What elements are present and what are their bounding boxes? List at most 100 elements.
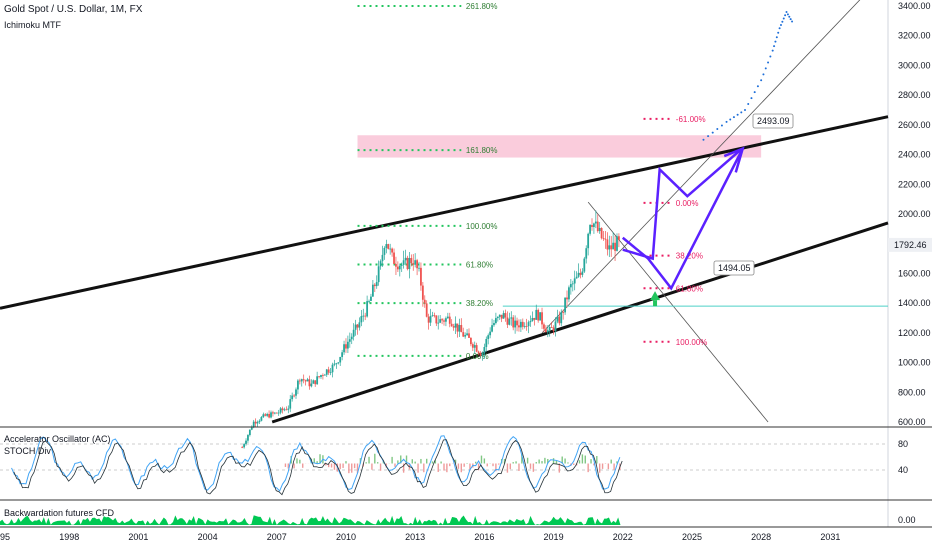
candle-body (581, 272, 583, 275)
forecast-dot (791, 20, 793, 22)
candle-body (257, 422, 259, 423)
forecast-dot (787, 13, 789, 15)
ac-histogram-bar (345, 461, 346, 463)
ac-histogram-bar (579, 460, 580, 463)
candle-body (512, 317, 514, 327)
candle-body (605, 239, 607, 240)
ac-histogram-bar (492, 464, 493, 467)
candle-body (539, 312, 541, 320)
candle-body (289, 399, 291, 408)
price-tick-label: 800.00 (898, 387, 926, 397)
candle-body (610, 245, 612, 249)
candle-body (485, 339, 487, 347)
ac-histogram-bar (331, 464, 332, 468)
ac-histogram-bar (553, 458, 554, 463)
ac-histogram-bar (541, 461, 542, 463)
candle-body (530, 321, 532, 322)
x-tick-label: 1998 (59, 532, 79, 542)
candle-body (464, 335, 466, 337)
candle-body (376, 282, 378, 286)
candle-body (608, 245, 610, 249)
ac-histogram-bar (463, 464, 464, 467)
candle-body (345, 344, 347, 348)
osc-tick-label: 40 (898, 465, 908, 475)
ac-histogram-bar (365, 462, 366, 463)
candle-body (335, 363, 337, 364)
candle-body (447, 317, 449, 319)
candle-body (482, 353, 484, 355)
ac-histogram-bar (518, 464, 519, 471)
forecast-dot (760, 79, 762, 81)
candle-body (266, 414, 268, 416)
candle-body (341, 352, 343, 357)
candle-body (597, 222, 599, 231)
ac-histogram-bar (426, 459, 427, 464)
candle-body (493, 323, 495, 325)
candle-body (435, 316, 437, 324)
projection-level-label: 100.00% (676, 338, 708, 347)
ac-histogram-bar (487, 464, 488, 467)
x-tick-label: 2031 (820, 532, 840, 542)
ac-histogram-bar (507, 464, 508, 473)
candle-body (276, 413, 278, 414)
candle-body (412, 263, 414, 265)
ac-histogram-bar (481, 456, 482, 464)
candle-body (489, 332, 491, 336)
target-low-label: 1494.05 (718, 263, 751, 273)
candle-body (362, 316, 364, 317)
forecast-dot (733, 116, 735, 118)
candle-body (393, 253, 395, 264)
fib-level-label: 261.80% (466, 2, 498, 11)
ac-histogram-bar (440, 462, 441, 464)
volume-label: Backwardation futures CFD (4, 508, 114, 518)
price-tick-label: 1200.00 (898, 328, 931, 338)
ac-histogram-bar (458, 464, 459, 469)
candle-body (301, 379, 303, 381)
candle-body (518, 325, 520, 327)
candle-body (324, 375, 326, 376)
candle-body (414, 260, 416, 264)
forecast-dot (780, 24, 782, 26)
x-tick-label: 2022 (613, 532, 633, 542)
forecast-dot (788, 16, 790, 18)
projection-level-label: 0.00% (676, 199, 699, 208)
candle-body (495, 318, 497, 323)
candle-body (514, 321, 516, 328)
candle-body (508, 319, 510, 325)
ac-histogram-bar (423, 464, 424, 473)
candle-body (587, 234, 589, 248)
candle-body (410, 258, 412, 263)
candle-body (303, 379, 305, 380)
candle-body (318, 376, 320, 377)
ac-histogram-bar (342, 464, 343, 468)
candle-body (551, 327, 553, 328)
ac-histogram-bar (446, 464, 447, 473)
candle-body (282, 408, 284, 410)
candle-body (520, 322, 522, 327)
candle-body (516, 321, 518, 326)
candle-body (424, 300, 426, 304)
candle-body (466, 333, 468, 335)
candle-body (307, 379, 309, 381)
candle-body (351, 337, 353, 340)
candle-body (245, 441, 247, 444)
candle-body (451, 324, 453, 326)
ac-histogram-bar (585, 456, 586, 464)
candle-body (395, 264, 397, 267)
ac-histogram-bar (498, 464, 499, 465)
candle-body (270, 412, 272, 417)
candle-body (305, 380, 307, 381)
candle-body (312, 380, 314, 383)
forecast-dot (726, 121, 728, 123)
ac-histogram-bar (512, 462, 513, 463)
ac-histogram-bar (417, 464, 418, 473)
forecast-dot (765, 67, 767, 69)
candle-body (293, 396, 295, 397)
candle-body (614, 243, 616, 251)
price-tick-label: 2600.00 (898, 120, 931, 130)
candle-body (272, 412, 274, 413)
candle-body (387, 244, 389, 249)
candle-body (359, 322, 361, 327)
x-tick-label: 2013 (405, 532, 425, 542)
